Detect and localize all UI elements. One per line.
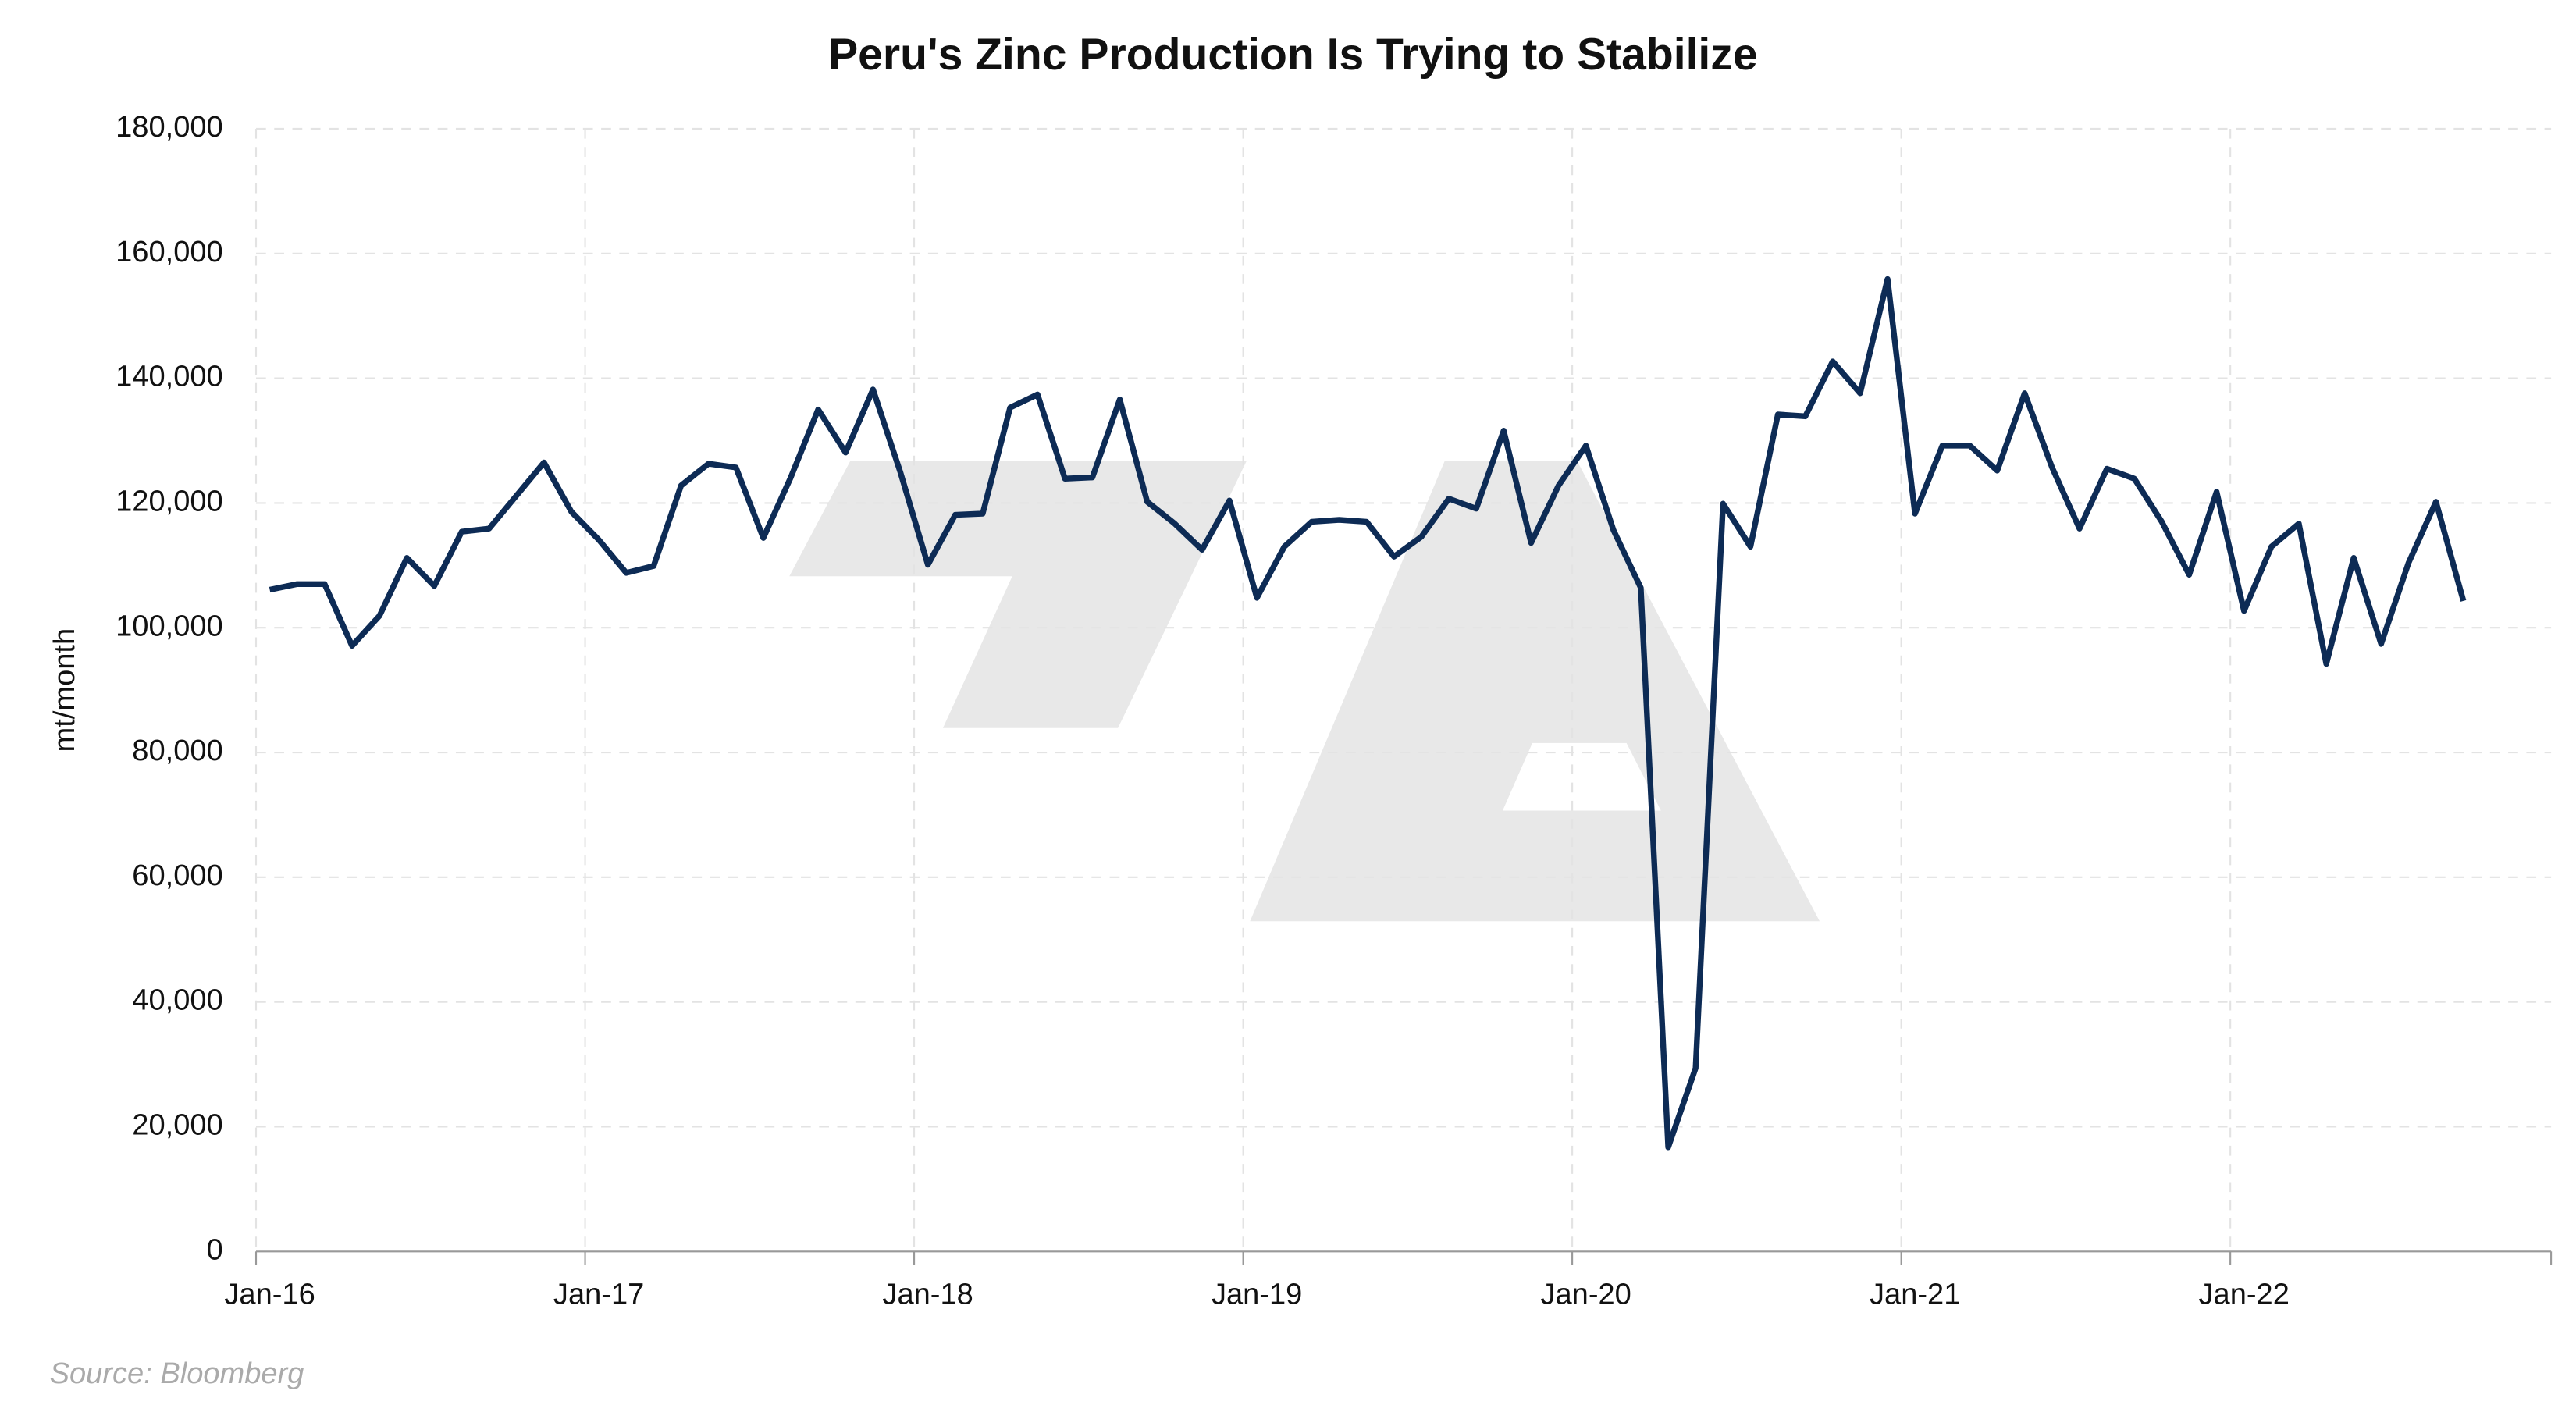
x-tick-label: Jan-19 [1212,1278,1302,1311]
y-tick-label: 0 [207,1233,223,1266]
y-tick-label: 160,000 [116,236,223,269]
x-tick-label: Jan-18 [882,1278,973,1311]
x-tick-label: Jan-21 [1870,1278,1960,1311]
chart-title: Peru's Zinc Production Is Trying to Stab… [828,30,1758,80]
watermark [789,461,1820,922]
y-tick-label: 140,000 [116,361,223,393]
data-line [269,276,2467,1151]
source: Source: Bloomberg [50,1357,304,1390]
x-tick-label: Jan-17 [553,1278,644,1311]
y-tick-label: 40,000 [132,984,222,1017]
y-tick-label: 80,000 [132,735,222,767]
y-axis-label: mt/month [48,628,81,752]
y-tick-label: 20,000 [132,1109,222,1142]
x-tick-label: Jan-22 [2199,1278,2290,1311]
x-tick-label: Jan-16 [224,1278,315,1311]
y-tick-label: 100,000 [116,610,223,642]
y-tick-label: 120,000 [116,485,223,518]
y-tick-label: 180,000 [116,111,223,144]
y-tick-label: 60,000 [132,859,222,892]
x-tick-label: Jan-20 [1540,1278,1631,1311]
